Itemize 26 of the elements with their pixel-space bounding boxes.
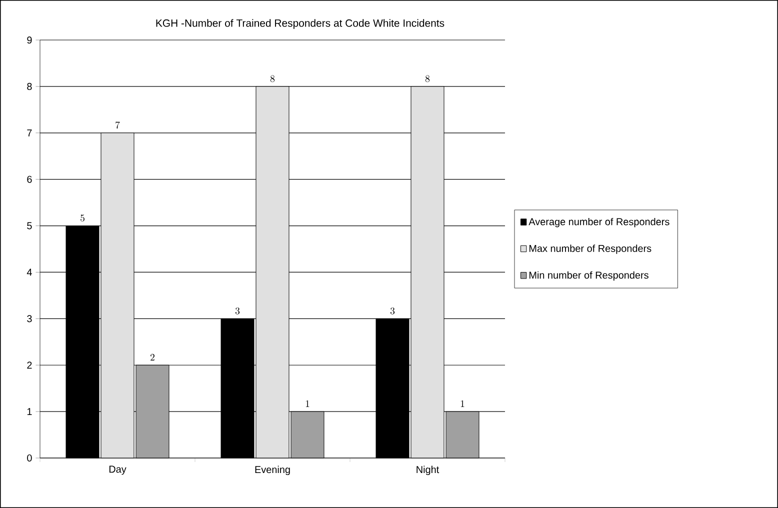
data-label: 1: [460, 400, 464, 407]
y-tick-label: 4: [26, 268, 32, 276]
legend-label: Average number of Responders: [528, 218, 670, 228]
y-tick-label: 9: [27, 36, 32, 44]
y-tick-label: 2: [27, 362, 32, 369]
y-tick-label: 1: [27, 408, 32, 415]
y-tick-label: 8: [27, 82, 32, 90]
data-label: 7: [116, 122, 120, 129]
y-tick-label: 5: [27, 222, 32, 230]
x-tick-label: Evening: [255, 466, 290, 476]
y-tick-label: 6: [27, 176, 32, 183]
x-tick-label: Night: [416, 466, 440, 476]
chart-title: KGH -Number of Trained Responders at Code White Incidents: [156, 19, 444, 29]
legend-label: Min number of Responders: [529, 271, 648, 281]
y-tick-label: 3: [27, 315, 32, 322]
x-tick-label: Day: [109, 466, 126, 475]
data-label: 5: [80, 214, 84, 222]
y-tick-label: 7: [27, 129, 32, 136]
y-tick-label: 0: [27, 454, 32, 462]
data-label: 2: [150, 354, 154, 361]
data-label: 3: [235, 307, 240, 314]
data-label: 8: [425, 75, 430, 82]
data-label: 8: [270, 75, 275, 82]
data-label: 1: [306, 400, 310, 407]
legend-label: Max number of Responders: [529, 244, 652, 254]
data-label: 3: [390, 307, 395, 314]
